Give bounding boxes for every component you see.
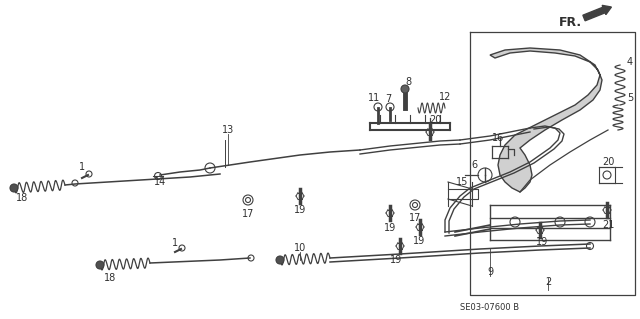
Text: 19: 19 xyxy=(413,236,425,246)
Text: 19: 19 xyxy=(384,223,396,233)
Text: 19: 19 xyxy=(294,205,306,215)
Text: 15: 15 xyxy=(456,177,468,187)
Text: 1: 1 xyxy=(79,162,85,172)
Text: 9: 9 xyxy=(487,267,493,277)
Polygon shape xyxy=(490,48,602,192)
Text: 18: 18 xyxy=(16,193,28,203)
Text: FR.: FR. xyxy=(559,16,582,28)
Circle shape xyxy=(96,261,104,269)
Text: SE03-07600 B: SE03-07600 B xyxy=(460,303,520,313)
Text: 19: 19 xyxy=(390,255,402,265)
Text: 14: 14 xyxy=(154,177,166,187)
Text: 20: 20 xyxy=(602,157,614,167)
Text: 11: 11 xyxy=(368,93,380,103)
Text: 1: 1 xyxy=(172,238,178,248)
Text: 4: 4 xyxy=(627,57,633,67)
Text: 17: 17 xyxy=(409,213,421,223)
Text: 7: 7 xyxy=(385,94,391,104)
Text: 20: 20 xyxy=(429,115,441,125)
Text: 13: 13 xyxy=(222,125,234,135)
Text: 16: 16 xyxy=(492,133,504,143)
Circle shape xyxy=(401,85,409,93)
Text: 19: 19 xyxy=(536,237,548,247)
Text: 12: 12 xyxy=(439,92,451,102)
Text: 2: 2 xyxy=(545,277,551,287)
Text: 21: 21 xyxy=(602,220,614,230)
Circle shape xyxy=(10,184,18,192)
Text: 17: 17 xyxy=(242,209,254,219)
Text: 5: 5 xyxy=(627,93,633,103)
FancyArrow shape xyxy=(583,5,611,21)
Circle shape xyxy=(276,256,284,264)
Text: 18: 18 xyxy=(104,273,116,283)
Text: 6: 6 xyxy=(471,160,477,170)
Text: 8: 8 xyxy=(405,77,411,87)
Text: 10: 10 xyxy=(294,243,306,253)
